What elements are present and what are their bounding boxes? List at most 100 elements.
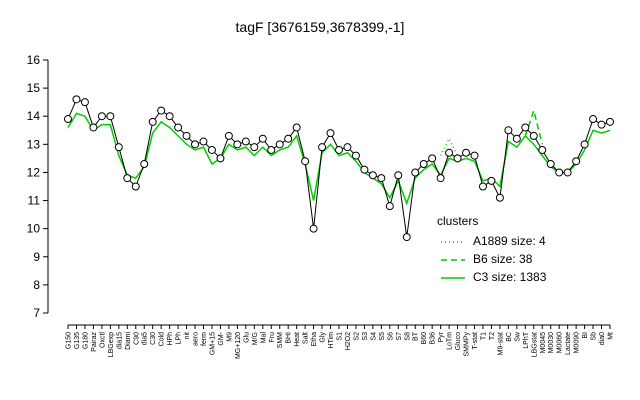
data-point <box>224 131 233 140</box>
x-tick-label: Heat <box>294 332 301 347</box>
x-tick-label: LoTm <box>447 332 454 350</box>
legend-label: B6 size: 38 <box>473 252 533 266</box>
data-point <box>453 154 462 163</box>
chart-title: tagF [3676159,3678399,-1] <box>236 19 405 35</box>
x-tick-label: LPh <box>176 332 183 345</box>
data-point <box>597 120 606 129</box>
data-point <box>546 160 555 169</box>
data-point <box>191 140 200 149</box>
data-point <box>326 129 335 138</box>
data-point <box>106 112 115 121</box>
x-tick-label: Fru <box>269 332 276 343</box>
x-tick-label: dia5 <box>142 332 149 345</box>
x-tick-label: Glu <box>243 332 250 343</box>
x-tick-label: MG+120 <box>235 332 242 359</box>
x-tick-label: Sw <box>514 331 521 342</box>
data-point <box>140 160 149 169</box>
data-point <box>487 176 496 185</box>
x-tick-label: M/G <box>252 332 259 345</box>
x-tick-label: Sb <box>591 332 598 341</box>
data-point <box>292 123 301 132</box>
x-tick-label: T1 <box>480 332 487 340</box>
data-point <box>233 140 242 149</box>
x-tick-label: SMMPy <box>464 332 471 357</box>
x-tick-label: G150 <box>66 332 73 349</box>
y-tick-label: 9 <box>33 250 40 264</box>
data-point <box>174 123 183 132</box>
y-tick-label: 7 <box>33 306 40 320</box>
x-tick-label: LPhT <box>523 331 530 348</box>
x-tick-label: Pyr <box>438 331 445 342</box>
data-point <box>360 165 369 174</box>
data-point <box>216 154 225 163</box>
data-point <box>529 131 538 140</box>
x-tick-label: S6 <box>387 332 394 341</box>
x-tick-label: M9 <box>226 332 233 342</box>
data-point <box>284 134 293 143</box>
x-tick-label: Etha <box>311 332 318 347</box>
x-tick-label: T2 <box>489 332 496 340</box>
x-tick-label: ferm <box>201 332 208 346</box>
data-point <box>368 171 377 180</box>
data-point <box>80 98 89 107</box>
x-tick-label: nit <box>184 332 191 339</box>
data-point <box>199 137 208 146</box>
data-point <box>402 233 411 242</box>
x-tick-label: LBGstat <box>531 332 538 357</box>
data-point <box>343 143 352 152</box>
data-point <box>157 106 166 115</box>
data-point <box>114 143 123 152</box>
x-tick-label: M9-stat <box>497 332 504 355</box>
x-tick-label: C30 <box>150 332 157 345</box>
data-point <box>309 224 318 233</box>
data-point <box>64 115 72 124</box>
data-point <box>504 126 513 135</box>
data-point <box>97 112 106 121</box>
data-point <box>250 143 259 152</box>
x-tick-label: T-stat <box>472 332 479 350</box>
data-point <box>521 123 530 132</box>
x-tick-label: Mt <box>608 332 615 340</box>
y-tick-label: 10 <box>27 222 41 236</box>
y-tick-label: 13 <box>27 137 41 151</box>
data-point <box>572 157 581 166</box>
data-point <box>419 160 428 169</box>
x-tick-label: S4 <box>370 332 377 341</box>
x-tick-label: S5 <box>379 332 386 341</box>
data-point <box>495 193 504 202</box>
legend-label: C3 size: 1383 <box>473 270 547 284</box>
x-tick-label: dia15 <box>116 332 123 349</box>
x-tick-label: Pairaz <box>91 332 98 352</box>
x-tick-label: HTim <box>328 332 335 349</box>
x-tick-label: Lactate <box>565 332 572 355</box>
cluster-line <box>67 112 611 206</box>
x-tick-label: GM+15 <box>209 332 216 355</box>
x-tick-label: B36 <box>430 332 437 345</box>
x-tick-label: S2 <box>353 332 360 341</box>
data-point <box>377 174 386 183</box>
x-tick-label: M0060 <box>557 332 564 354</box>
y-tick-label: 12 <box>27 165 41 179</box>
legend-label: A1889 size: 4 <box>473 234 546 248</box>
x-tick-label: dia0 <box>599 332 606 345</box>
data-point <box>411 168 420 177</box>
data-point <box>512 134 521 143</box>
data-point <box>470 151 479 160</box>
x-tick-label: Gluco <box>455 332 462 350</box>
x-tick-label: SMM <box>277 332 284 349</box>
data-point <box>207 145 216 154</box>
x-tick-label: BHI <box>286 332 293 344</box>
data-point <box>385 202 394 211</box>
x-tick-label: aero <box>193 332 200 346</box>
data-point <box>563 168 572 177</box>
x-tick-label: Oxctl <box>99 332 106 348</box>
data-point <box>275 140 284 149</box>
data-point <box>72 95 81 104</box>
data-point <box>123 174 132 183</box>
x-tick-label: Mal <box>260 332 267 344</box>
y-tick-label: 15 <box>27 81 41 95</box>
x-tick-label: M0030 <box>548 332 555 354</box>
y-tick-label: 14 <box>27 109 41 123</box>
data-point <box>606 117 614 126</box>
